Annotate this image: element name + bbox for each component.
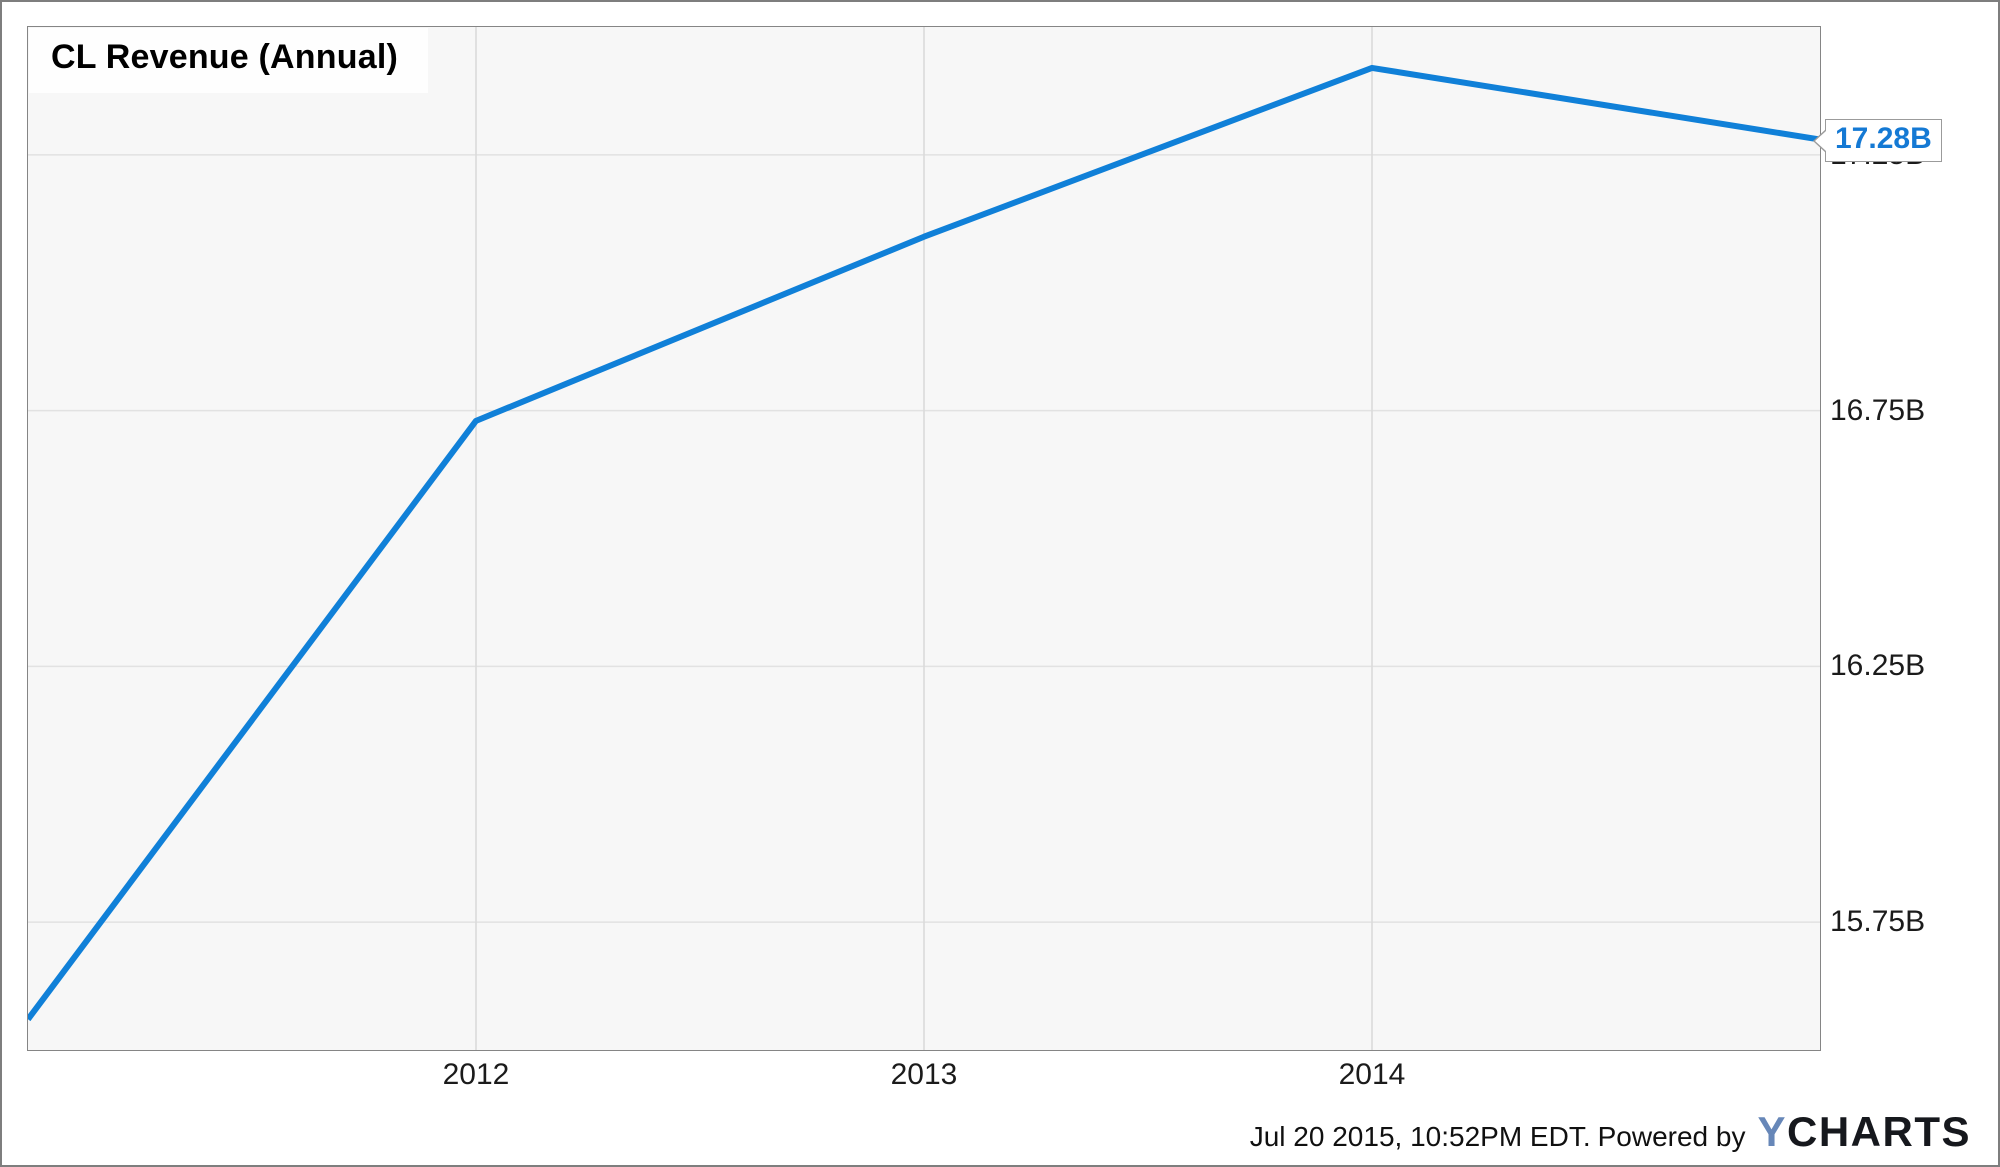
x-axis-tick-label: 2012 <box>442 1058 510 1091</box>
last-value-label: 17.28B <box>1835 122 1932 155</box>
x-axis-tick-label: 2014 <box>1338 1058 1406 1091</box>
powered-by-text: Powered by <box>1597 1121 1746 1152</box>
y-axis-tick-label: 15.75B <box>1830 905 1926 938</box>
footer: Jul 20 2015, 10:52PM EDT. Powered by YCH… <box>1250 1108 1971 1156</box>
chart-title: CL Revenue (Annual) <box>51 38 398 76</box>
ycharts-logo-y: Y <box>1757 1108 1787 1155</box>
plot-area: CL Revenue (Annual) <box>27 26 1821 1051</box>
last-value-callout: 17.28B <box>1813 119 1942 162</box>
revenue-line <box>28 64 1820 1022</box>
revenue-line-chart <box>28 27 1820 1050</box>
timestamp-text: Jul 20 2015, 10:52PM EDT. <box>1249 1121 1591 1152</box>
chart-title-box: CL Revenue (Annual) <box>29 28 428 93</box>
ycharts-logo: YCHARTS <box>1757 1108 1971 1156</box>
y-axis-tick-label: 16.25B <box>1830 649 1926 682</box>
ycharts-logo-charts: CHARTS <box>1787 1108 1971 1155</box>
x-axis-tick-label: 2013 <box>890 1058 958 1091</box>
y-axis-tick-label: 16.75B <box>1830 394 1926 427</box>
